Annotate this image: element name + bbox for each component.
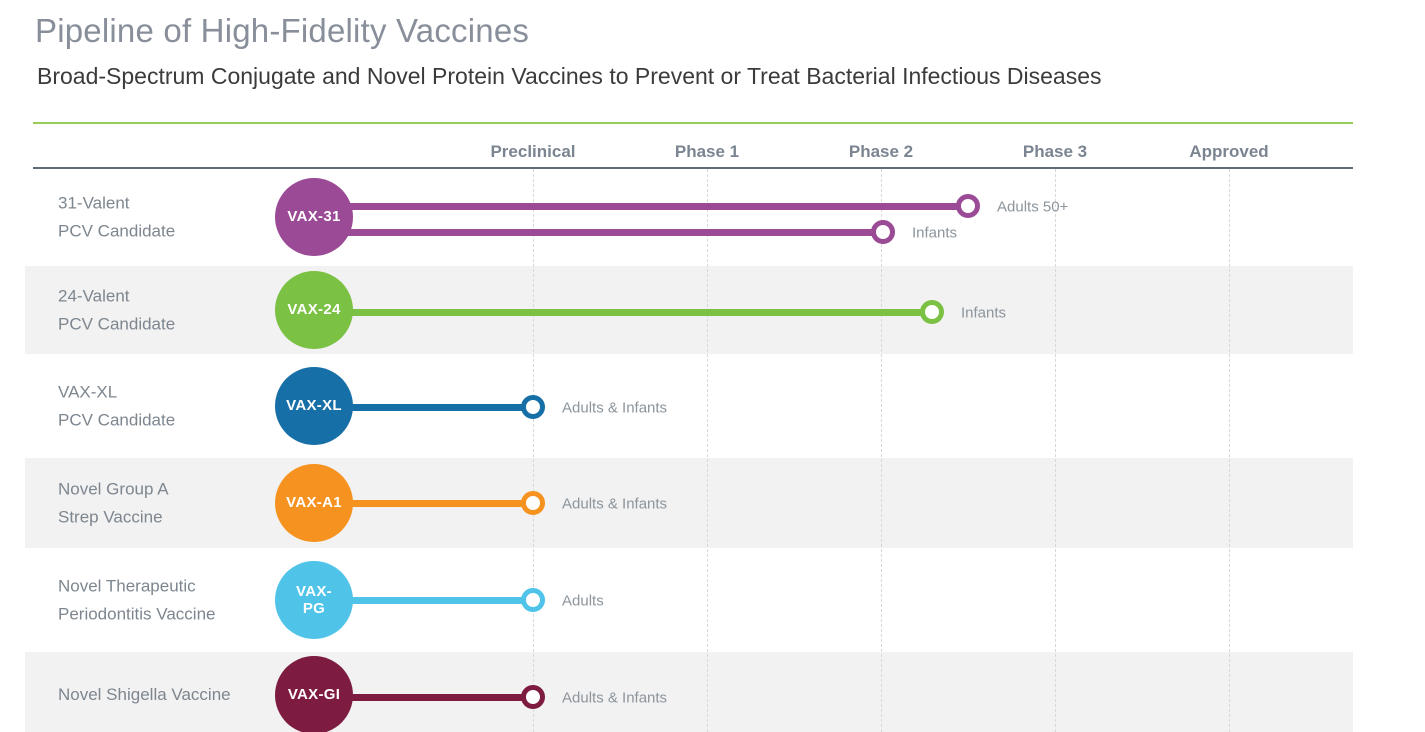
program-name-line: Novel Therapeutic — [58, 576, 196, 596]
program-code-line: VAX-GI — [287, 686, 341, 704]
program-code: VAX-A1 — [286, 494, 342, 511]
phase-header-approved: Approved — [1189, 142, 1269, 161]
population-label: Adults & Infants — [562, 689, 668, 707]
program-name-line: VAX-XL — [58, 382, 118, 402]
program-name: Novel Therapeutic Periodontitis Vaccine — [58, 572, 216, 627]
pipeline-row-bg — [25, 168, 1353, 266]
program-code-line: PG — [302, 600, 326, 617]
phase-gridline-phase-1 — [707, 169, 708, 732]
progress-bar — [330, 202, 968, 210]
phase-gridline-phase-3 — [1055, 169, 1056, 732]
endpoint-ring — [521, 395, 545, 419]
program-code: VAX-24 — [287, 301, 340, 318]
population-label: Adults — [562, 592, 604, 610]
page-title: Pipeline of High-Fidelity Vaccines — [35, 12, 530, 49]
program-name-line: PCV Candidate — [58, 314, 176, 333]
pipeline-row-bg — [25, 652, 1353, 732]
phase-header-phase-3: Phase 3 — [1022, 142, 1088, 161]
accent-divider-line — [33, 122, 1353, 124]
endpoint-ring — [521, 685, 545, 709]
phase-gridline-phase-2 — [881, 169, 882, 732]
phase-header-phase-1: Phase 1 — [674, 142, 740, 161]
program-name-line: Strep Vaccine — [58, 507, 163, 526]
program-name-line: Periodontitis Vaccine — [58, 604, 216, 623]
program-name-line: PCV Candidate — [58, 221, 176, 240]
pipeline-row-bg — [25, 354, 1353, 458]
program-badge-vax-24: VAX-24 — [275, 271, 353, 349]
phase-header-phase-2: Phase 2 — [848, 142, 914, 161]
progress-bar — [330, 228, 883, 236]
program-code: VAX- PG — [296, 583, 332, 618]
program-code: VAX-31 — [287, 208, 340, 225]
program-code-line: VAX- — [296, 582, 332, 600]
phase-header-preclinical: Preclinical — [490, 142, 576, 161]
program-code: VAX-GI — [288, 686, 340, 703]
program-badge-vax-xl: VAX-XL — [275, 367, 353, 445]
phase-gridline-preclinical — [533, 169, 534, 732]
program-name-line: PCV Candidate — [58, 410, 176, 429]
progress-bar — [330, 308, 932, 316]
program-badge-vax-gi: VAX-GI — [275, 656, 353, 732]
population-label: Infants — [961, 304, 1007, 322]
program-name-line: 24-Valent — [58, 286, 130, 306]
program-code-line: VAX-31 — [287, 208, 341, 226]
endpoint-ring — [521, 588, 545, 612]
progress-bar — [330, 499, 533, 507]
pipeline-row-bg — [25, 458, 1353, 548]
program-badge-vax-pg: VAX- PG — [275, 561, 353, 639]
program-name: VAX-XL PCV Candidate — [58, 378, 175, 433]
program-code-line: VAX-XL — [286, 397, 342, 415]
endpoint-ring — [920, 300, 944, 324]
endpoint-ring — [956, 194, 980, 218]
endpoint-ring — [521, 491, 545, 515]
endpoint-ring — [871, 220, 895, 244]
program-badge-vax-31: VAX-31 — [275, 178, 353, 256]
program-code: VAX-XL — [286, 397, 342, 414]
header-underline — [33, 167, 1353, 169]
population-label: Infants — [912, 224, 958, 242]
phase-gridline-approved — [1229, 169, 1230, 732]
progress-bar — [330, 693, 533, 701]
progress-bar — [330, 596, 533, 604]
population-label: Adults 50+ — [997, 198, 1069, 216]
program-name: Novel Shigella Vaccine — [58, 681, 231, 709]
progress-bar — [330, 403, 533, 411]
page-subtitle: Broad-Spectrum Conjugate and Novel Prote… — [37, 63, 1102, 89]
pipeline-row-bg — [25, 548, 1353, 652]
program-name: 31-Valent PCV Candidate — [58, 189, 175, 244]
population-label: Adults & Infants — [562, 495, 668, 513]
program-name-line: Novel Shigella Vaccine — [58, 685, 231, 705]
program-badge-vax-a1: VAX-A1 — [275, 464, 353, 542]
program-code-line: VAX-24 — [287, 301, 341, 319]
program-name-line: Novel Group A — [58, 479, 169, 499]
program-name-line: 31-Valent — [58, 193, 130, 213]
program-name: Novel Group A Strep Vaccine — [58, 475, 169, 530]
population-label: Adults & Infants — [562, 399, 668, 417]
program-code-line: VAX-A1 — [286, 494, 342, 512]
program-name: 24-Valent PCV Candidate — [58, 282, 175, 337]
